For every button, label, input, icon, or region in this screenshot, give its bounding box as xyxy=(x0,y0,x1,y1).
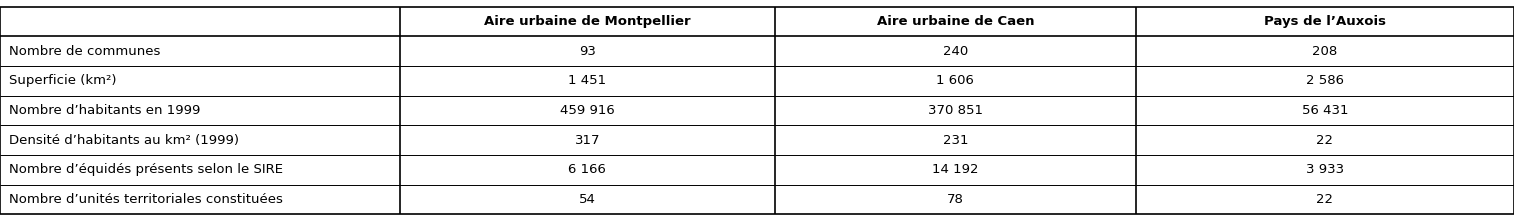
Text: 22: 22 xyxy=(1316,193,1334,206)
Text: 14 192: 14 192 xyxy=(933,163,978,176)
Text: Superficie (km²): Superficie (km²) xyxy=(9,74,117,87)
Text: 78: 78 xyxy=(946,193,964,206)
Text: 459 916: 459 916 xyxy=(560,104,615,117)
Text: 231: 231 xyxy=(943,134,967,147)
Text: Pays de l’Auxois: Pays de l’Auxois xyxy=(1264,15,1385,28)
Text: Nombre d’habitants en 1999: Nombre d’habitants en 1999 xyxy=(9,104,200,117)
Text: 93: 93 xyxy=(578,45,597,58)
Text: 370 851: 370 851 xyxy=(928,104,983,117)
Text: 240: 240 xyxy=(943,45,967,58)
Text: Aire urbaine de Montpellier: Aire urbaine de Montpellier xyxy=(484,15,690,28)
Text: 1 451: 1 451 xyxy=(568,74,607,87)
Text: 22: 22 xyxy=(1316,134,1334,147)
Text: Nombre d’équidés présents selon le SIRE: Nombre d’équidés présents selon le SIRE xyxy=(9,163,283,176)
Text: 317: 317 xyxy=(575,134,600,147)
Text: Nombre d’unités territoriales constituées: Nombre d’unités territoriales constituée… xyxy=(9,193,283,206)
Text: 208: 208 xyxy=(1313,45,1337,58)
Text: Nombre de communes: Nombre de communes xyxy=(9,45,160,58)
Text: 56 431: 56 431 xyxy=(1302,104,1347,117)
Text: 1 606: 1 606 xyxy=(936,74,975,87)
Text: Densité d’habitants au km² (1999): Densité d’habitants au km² (1999) xyxy=(9,134,239,147)
Text: 2 586: 2 586 xyxy=(1305,74,1344,87)
Text: 3 933: 3 933 xyxy=(1305,163,1344,176)
Text: 6 166: 6 166 xyxy=(568,163,607,176)
Text: 54: 54 xyxy=(578,193,597,206)
Text: Aire urbaine de Caen: Aire urbaine de Caen xyxy=(877,15,1034,28)
